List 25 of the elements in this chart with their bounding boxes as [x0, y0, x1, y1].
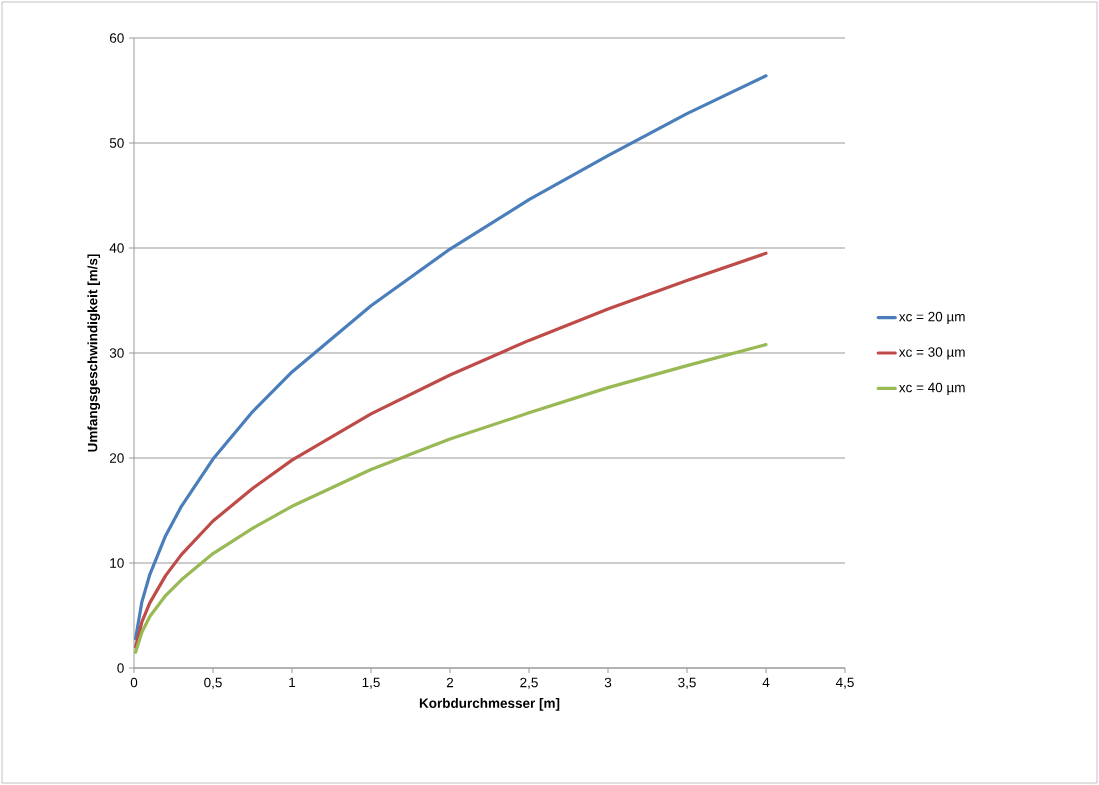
y-tick-label: 20 [109, 453, 124, 463]
x-tick-label: 3,5 [678, 677, 696, 689]
line-series [134, 74, 768, 641]
x-tick-label: 3 [604, 677, 612, 688]
legend-label: xc = 30 µm [898, 347, 965, 360]
x-tick-label: 4,5 [835, 677, 854, 689]
y-tick-label: 10 [110, 558, 124, 568]
y-tick-label: 30 [109, 348, 124, 358]
x-tick-label: 0 [130, 677, 138, 688]
legend-label: xc = 40 µm [898, 382, 965, 395]
y-tick-label: 50 [109, 138, 124, 148]
x-tick-label: 1 [289, 677, 296, 687]
x-tick-label: 4 [762, 677, 770, 687]
legend-label: xc = 20 µm [898, 311, 965, 325]
x-tick-label: 1,5 [362, 677, 380, 689]
line-series [134, 343, 768, 654]
x-tick-label: 2 [446, 677, 454, 688]
y-axis-title: Umfangsgeschwindigkeit [m/s] [87, 254, 101, 452]
y-tick-label: 40 [109, 243, 124, 253]
x-tick-label: 2,5 [520, 677, 538, 689]
y-tick-label: 60 [109, 33, 124, 43]
x-axis-title: Korbdurchmesser [m] [419, 698, 560, 711]
x-tick-label: 0,5 [204, 677, 222, 689]
line-series [134, 251, 768, 649]
y-tick-label: 0 [117, 663, 124, 673]
